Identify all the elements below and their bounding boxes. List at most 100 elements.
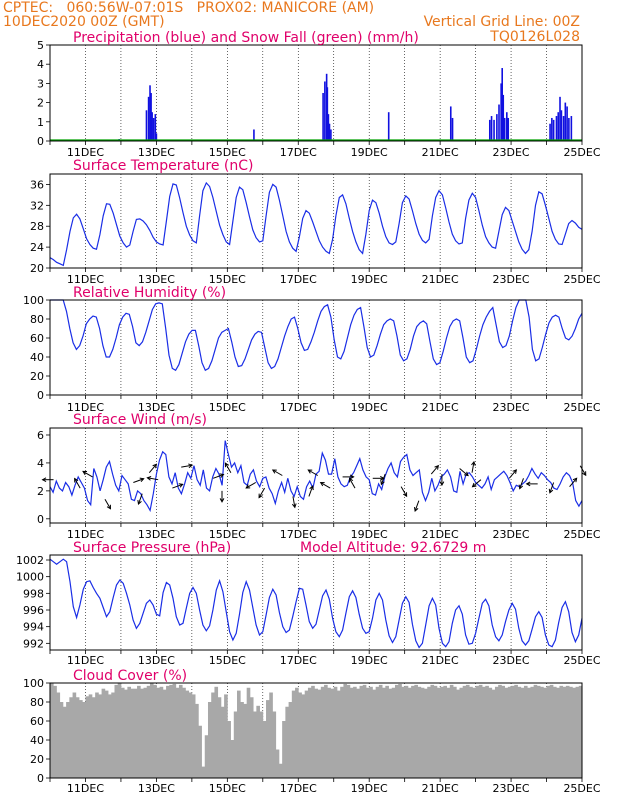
panel-title: Precipitation (blue) and Snow Fall (gree… — [73, 30, 419, 46]
cloud-bar — [143, 687, 148, 778]
panel-5 — [46, 682, 583, 782]
cloud-bar — [56, 692, 61, 778]
wind-arrow-shaft — [258, 487, 266, 498]
precip-bar — [506, 112, 508, 141]
cloud-bar — [446, 687, 451, 778]
wind-arrow-shaft — [579, 465, 587, 476]
cloud-bar — [469, 686, 473, 778]
precip-bar — [501, 68, 503, 141]
cloud-bar — [214, 686, 219, 778]
wind-arrow-head — [258, 493, 263, 499]
wind-arrow-shaft — [380, 473, 386, 485]
y-tick-label: 0 — [37, 135, 44, 148]
cloud-bar — [523, 685, 528, 778]
cloud-bar — [394, 684, 399, 778]
precip-bar — [564, 102, 567, 141]
cloud-bar — [575, 686, 580, 778]
cloud-bar — [494, 686, 499, 778]
wind-arrow-shaft — [245, 482, 256, 489]
y-tick-label: 20 — [30, 370, 44, 383]
wind-arrow — [224, 462, 232, 473]
cloud-bar — [220, 706, 225, 778]
precip-bar — [387, 112, 390, 141]
cloud-bar — [549, 684, 554, 778]
cloud-bar — [124, 689, 128, 778]
wind-arrow-head — [82, 470, 88, 476]
wind-arrow-head — [219, 498, 225, 503]
series-line-4 — [49, 558, 583, 649]
wind-arrow-head — [518, 484, 524, 490]
wind-arrow — [219, 490, 225, 503]
cloud-bar — [304, 690, 309, 778]
precip-bar — [154, 114, 157, 141]
cloud-bar — [130, 688, 135, 778]
precip-bar — [549, 123, 551, 141]
cloud-bar — [552, 686, 557, 778]
wind-arrow — [508, 469, 518, 479]
precip-bar — [150, 93, 152, 141]
y-tick-label: 1000 — [16, 571, 44, 584]
x-tick-label: 19DEC — [351, 273, 388, 286]
y-tick-label: 80 — [30, 696, 44, 709]
wind-arrow — [439, 474, 445, 487]
precip-bar — [490, 116, 493, 141]
wind-arrow — [148, 463, 158, 474]
cloud-bar — [117, 683, 122, 778]
precip-bar — [152, 117, 155, 141]
wind-arrow-head — [548, 488, 554, 494]
cloud-bar — [559, 685, 564, 778]
cloud-bar — [462, 685, 467, 778]
wind-arrow-shaft — [400, 486, 408, 497]
cloud-bar — [359, 685, 364, 778]
cloud-bar — [414, 684, 418, 778]
x-tick-label: 21DEC — [422, 273, 459, 286]
precip-bar — [503, 117, 506, 141]
wind-arrow — [308, 485, 314, 497]
x-tick-label: 17DEC — [280, 401, 317, 414]
cloud-bar — [536, 685, 541, 778]
cloud-bar — [530, 686, 535, 778]
cloud-bar — [240, 702, 244, 778]
y-tick-label: 0 — [37, 513, 44, 526]
panel-0 — [46, 44, 583, 145]
cloud-bar — [108, 694, 112, 778]
cloud-bar — [353, 686, 357, 778]
x-tick-label: 25DEC — [563, 401, 600, 414]
wind-arrow — [518, 478, 524, 490]
cloud-bar — [153, 684, 157, 778]
wind-arrow — [172, 483, 184, 489]
cloud-bar — [472, 687, 476, 778]
precip-bar — [551, 117, 553, 141]
cloud-bar — [227, 721, 231, 778]
x-tick-label: 13DEC — [138, 146, 175, 159]
cloud-bar — [543, 687, 547, 778]
wind-arrow-shaft — [181, 464, 193, 468]
y-tick-label: 0 — [37, 389, 44, 402]
x-tick-label: 11DEC — [67, 273, 104, 286]
wind-arrow-shaft — [472, 479, 482, 488]
y-tick-label: 100 — [23, 294, 44, 307]
wind-arrow-shaft — [133, 478, 144, 483]
cloud-bar — [137, 685, 141, 778]
precip-bar — [570, 116, 573, 141]
cloud-bar — [330, 688, 335, 778]
cloud-bar — [178, 684, 183, 778]
wind-arrow-shaft — [349, 478, 356, 489]
cloud-bar — [169, 684, 173, 778]
cloud-bar — [266, 700, 270, 778]
cloud-bar — [391, 687, 396, 778]
wind-arrow — [525, 481, 538, 487]
x-tick-label: 23DEC — [493, 528, 530, 541]
precip-bar — [451, 117, 454, 141]
cloud-bar — [133, 688, 138, 778]
cloud-bar — [562, 686, 567, 778]
x-tick-label: 17DEC — [280, 146, 317, 159]
wind-arrow — [104, 498, 111, 510]
wind-arrow-head — [188, 463, 194, 469]
x-tick-label: 23DEC — [493, 654, 530, 667]
precip-bar — [330, 129, 332, 141]
cloud-bar — [465, 684, 470, 778]
wind-arrow — [146, 476, 159, 481]
wind-arrow-head — [245, 484, 251, 489]
